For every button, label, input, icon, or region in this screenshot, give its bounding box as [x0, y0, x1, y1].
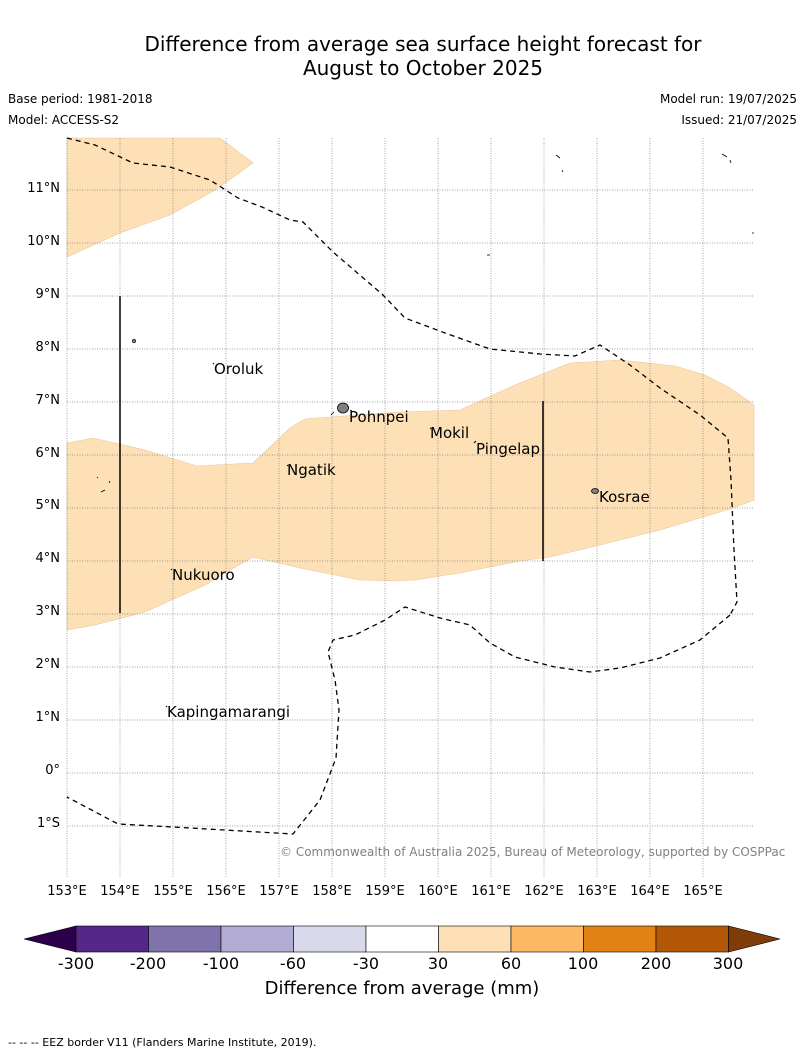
place-label-mokil: Mokil — [430, 424, 470, 442]
lon-label: 161°E — [471, 884, 511, 899]
anomaly-fill-layer — [66, 137, 755, 631]
lat-label: 1°N — [35, 710, 61, 725]
place-markers — [165, 362, 477, 708]
anomaly-band-equatorial — [66, 359, 755, 631]
colorbar-bin — [75, 925, 149, 953]
lon-label: 156°E — [206, 884, 246, 899]
lon-label: 155°E — [153, 884, 193, 899]
colorbar-bin — [365, 925, 439, 953]
lat-label: 9°N — [35, 287, 61, 302]
atoll-west-154e — [131, 338, 137, 344]
eez-border-east-south — [66, 606, 731, 835]
place-label-nukuoro: Nukuoro — [172, 566, 235, 584]
lon-label: 160°E — [418, 884, 458, 899]
colorbar-bin — [293, 925, 367, 953]
lat-label: 4°N — [35, 551, 61, 566]
copyright-notice: © Commonwealth of Australia 2025, Bureau… — [280, 845, 786, 859]
colorbar-tick-label: -100 — [202, 954, 240, 973]
colorbar-bin — [583, 925, 657, 953]
lon-label: 163°E — [577, 884, 617, 899]
lon-label: 159°E — [365, 884, 405, 899]
colorbar-extend-low — [23, 925, 77, 953]
atoll-north-162e — [555, 154, 564, 173]
colorbar-title: Difference from average (mm) — [264, 978, 540, 999]
eez-border-north — [66, 137, 738, 616]
lat-label: 1°S — [36, 816, 60, 831]
lat-label: 7°N — [35, 393, 61, 408]
place-label-kosrae: Kosrae — [599, 488, 650, 506]
colorbar-tick-label: 30 — [427, 954, 449, 973]
issued-date: Issued: 21/07/2025 — [681, 113, 797, 127]
colorbar-tick-label: 300 — [712, 954, 744, 973]
atoll-north-165e — [721, 153, 732, 164]
model-name: Model: ACCESS-S2 — [8, 113, 120, 127]
kosrae-island — [591, 488, 599, 494]
lat-label: 2°N — [35, 657, 61, 672]
map-title: Difference from average sea surface heig… — [0, 32, 804, 80]
eez-border — [66, 137, 738, 835]
lat-label: 11°N — [27, 181, 60, 196]
lon-label: 157°E — [259, 884, 299, 899]
lon-label: 165°E — [683, 884, 723, 899]
lat-label: 0° — [45, 763, 60, 778]
lon-label: 153°E — [47, 884, 87, 899]
colorbar-tick-label: -200 — [129, 954, 167, 973]
lon-label: 154°E — [100, 884, 140, 899]
place-label-oroluk: Oroluk — [214, 360, 264, 378]
base-period: Base period: 1981-2018 — [8, 92, 153, 106]
place-label-kapingamarangi: Kapingamarangi — [167, 703, 291, 721]
model-run: Model run: 19/07/2025 — [659, 92, 797, 106]
transect-lines — [119, 296, 544, 613]
anomaly-region-north — [66, 137, 254, 258]
lat-label: 8°N — [35, 340, 61, 355]
eez-footnote: -- -- -- EEZ border V11 (Flanders Marine… — [8, 1036, 317, 1049]
colorbar — [23, 925, 781, 953]
colorbar-tick-label: -60 — [279, 954, 307, 973]
colorbar-tick-label: -30 — [352, 954, 380, 973]
lat-label: 3°N — [35, 604, 61, 619]
colorbar-extend-high — [728, 925, 781, 953]
colorbar-bin — [148, 925, 222, 953]
colorbar-bin — [438, 925, 512, 953]
pohnpei-island — [337, 402, 349, 414]
colorbar-tick-label: 100 — [567, 954, 599, 973]
colorbar-bin — [220, 925, 294, 953]
lat-label: 6°N — [35, 446, 61, 461]
colorbar-tick-label: 200 — [640, 954, 672, 973]
place-label-pingelap: Pingelap — [476, 440, 541, 458]
place-label-ngatik: Ngatik — [287, 461, 336, 479]
lon-label: 164°E — [630, 884, 670, 899]
islands — [96, 153, 754, 708]
lon-label: 162°E — [524, 884, 564, 899]
title-line-2: August to October 2025 — [302, 56, 544, 80]
colorbar-bin — [510, 925, 584, 953]
graticule — [66, 138, 754, 878]
place-label-pohnpei: Pohnpei — [349, 408, 409, 426]
colorbar-tick-label: -300 — [57, 954, 95, 973]
pohnpei-reef-marks — [330, 409, 353, 416]
title-line-1: Difference from average sea surface heig… — [144, 32, 702, 56]
colorbar-tick-label: 60 — [500, 954, 522, 973]
colorbar-bin — [655, 925, 729, 953]
atoll-west-153e — [96, 476, 111, 493]
lon-label: 158°E — [312, 884, 352, 899]
lat-label: 5°N — [35, 498, 61, 513]
lat-label: 10°N — [27, 234, 60, 249]
